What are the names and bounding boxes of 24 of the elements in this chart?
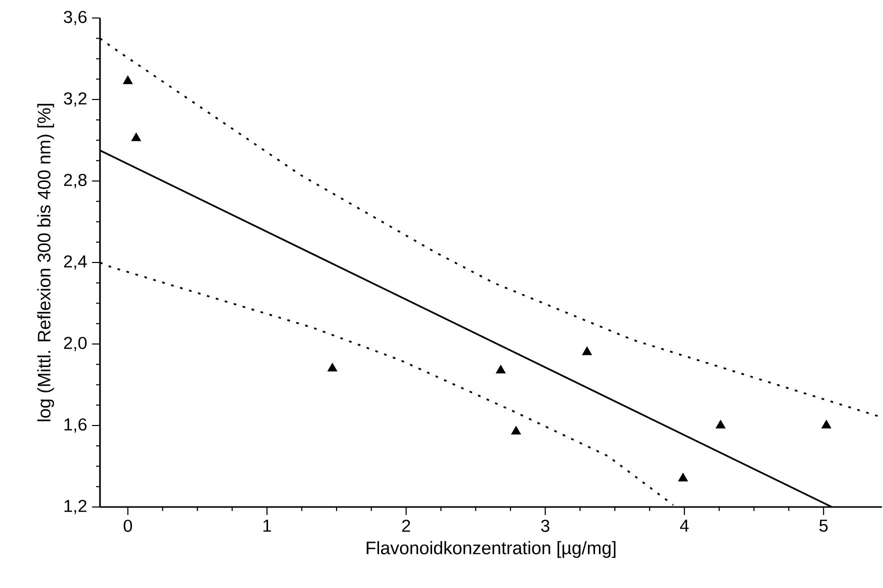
y-tick-label: 1,6 <box>64 418 87 433</box>
point <box>131 132 142 142</box>
y-tick-label: 1,2 <box>64 500 86 514</box>
y-axis-title: log (Mittl. Reflexion 300 bis 400 nm) [%] <box>37 104 54 422</box>
x-tick-label: 2 <box>402 520 410 532</box>
x-tick-label: 5 <box>819 520 828 532</box>
x-tick-label: 0 <box>124 520 132 532</box>
y-tick-label: 3,2 <box>64 92 86 107</box>
y-tick-label: 2,0 <box>64 336 87 352</box>
y-tick-label: 3,6 <box>64 10 87 26</box>
point <box>582 346 592 356</box>
x-tick-label: 3 <box>541 520 550 532</box>
point <box>122 76 133 84</box>
point <box>821 420 832 428</box>
x-tick-label: 4 <box>680 520 689 532</box>
point <box>716 420 726 428</box>
x-axis-title: Flavonoidkonzentration [µg/mg] <box>366 541 616 558</box>
y-tick-label: 2,8 <box>64 174 87 188</box>
x-tick-label: 1 <box>263 520 271 532</box>
point <box>678 472 688 482</box>
point <box>511 426 521 435</box>
point <box>327 362 338 372</box>
y-tick-label: 2,4 <box>64 255 87 270</box>
point <box>496 364 506 374</box>
